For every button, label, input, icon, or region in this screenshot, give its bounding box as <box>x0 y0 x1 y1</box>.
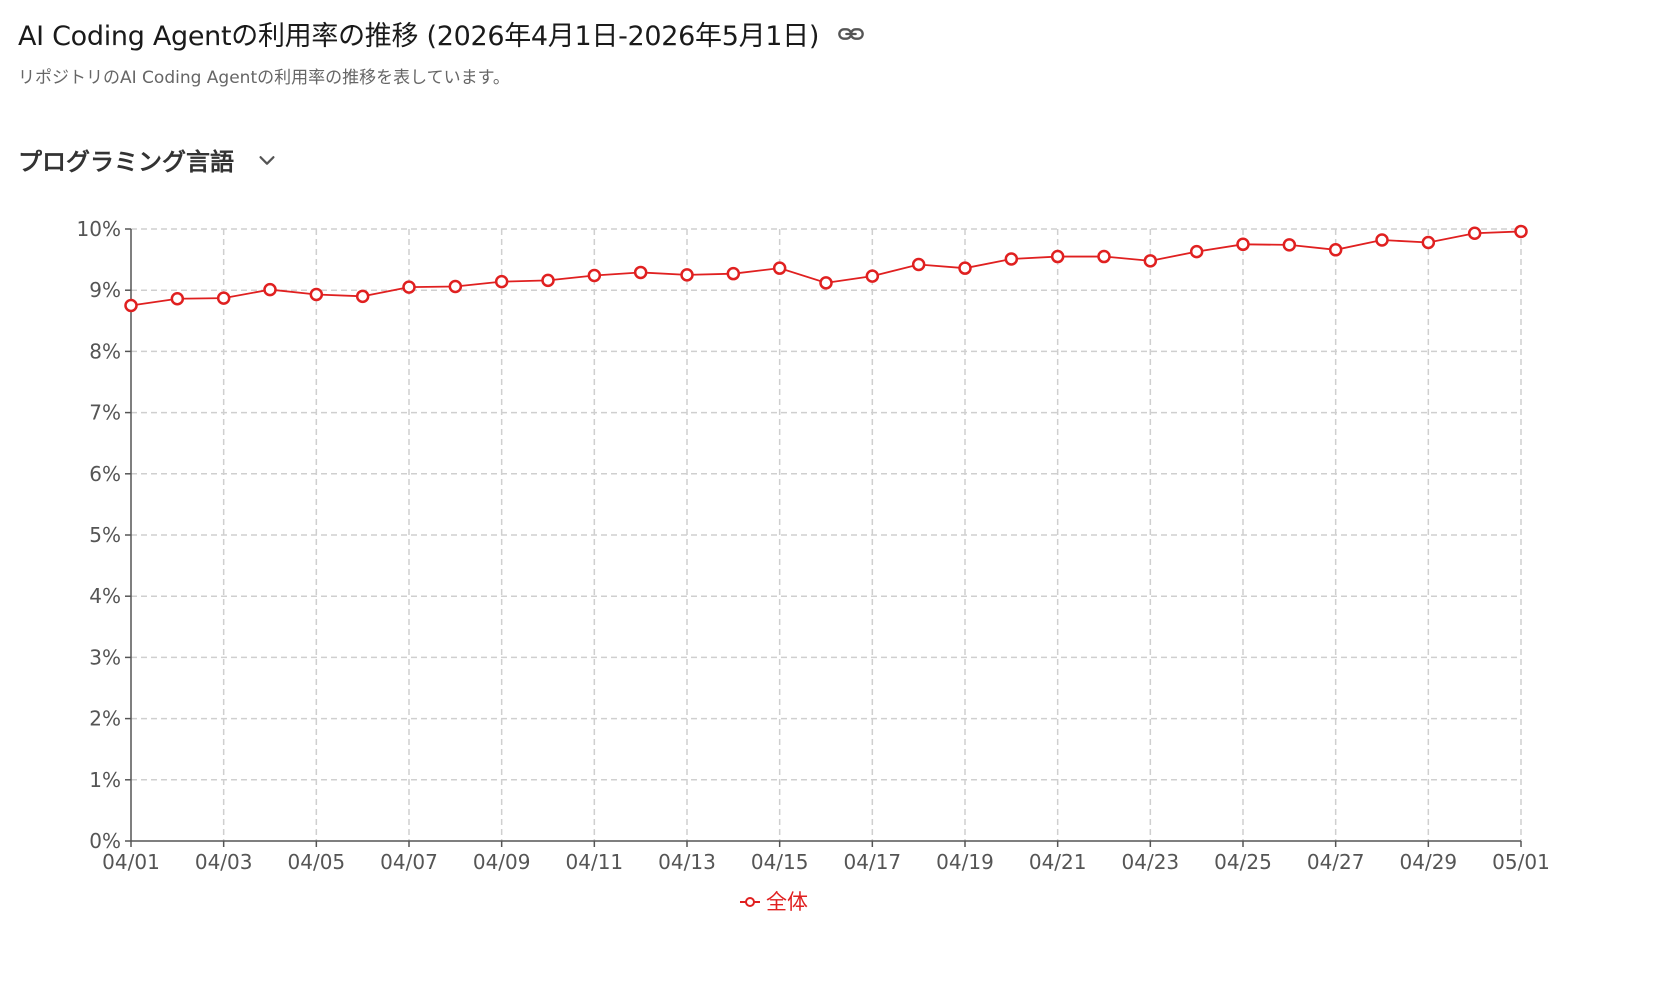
x-tick-label: 04/25 <box>1214 850 1272 874</box>
grid <box>131 228 1522 841</box>
data-point[interactable] <box>587 268 602 283</box>
y-tick-label: 0% <box>89 829 121 853</box>
data-point[interactable] <box>1328 243 1343 257</box>
data-point[interactable] <box>680 268 694 282</box>
title-row: AI Coding Agentの利用率の推移 (2026年4月1日-2026年5… <box>18 14 865 53</box>
data-point[interactable] <box>1375 233 1389 247</box>
data-point[interactable] <box>402 280 416 294</box>
data-point[interactable] <box>1143 254 1158 268</box>
series-line <box>130 230 1522 307</box>
x-tick-label: 04/21 <box>1029 850 1087 874</box>
x-tick-label: 04/03 <box>195 850 253 874</box>
y-tick-label: 4% <box>89 584 121 608</box>
x-tick-label: 04/27 <box>1307 850 1365 874</box>
data-point[interactable] <box>216 291 231 305</box>
legend-point-marker <box>745 897 755 907</box>
data-point[interactable] <box>819 276 833 290</box>
x-tick-label: 04/15 <box>751 850 809 874</box>
x-tick-label: 04/19 <box>936 850 994 874</box>
y-tick-label: 2% <box>89 707 121 731</box>
series <box>124 224 1528 313</box>
y-tick-label: 5% <box>89 523 121 547</box>
y-tick-label: 9% <box>89 278 121 302</box>
data-point[interactable] <box>633 265 648 280</box>
y-tick-label: 1% <box>89 768 121 792</box>
page-subtitle: リポジトリのAI Coding Agentの利用率の推移を表しています。 <box>18 68 510 88</box>
data-point[interactable] <box>1282 238 1297 252</box>
data-point[interactable] <box>124 298 138 313</box>
data-point[interactable] <box>1097 249 1111 264</box>
data-point[interactable] <box>170 292 185 306</box>
data-point[interactable] <box>355 289 370 304</box>
language-selector-label: プログラミング言語 <box>18 148 234 176</box>
data-point[interactable] <box>309 287 324 302</box>
data-point[interactable] <box>772 261 787 275</box>
chart-header: AI Coding Agentの利用率の推移 (2026年4月1日-2026年5… <box>18 14 865 88</box>
language-selector[interactable]: プログラミング言語 <box>18 142 278 177</box>
link-icon[interactable] <box>837 20 865 48</box>
data-point[interactable] <box>958 261 972 275</box>
data-point[interactable] <box>494 274 509 289</box>
axes: 0% 1% 2% 3% 4% 5% 6% 7% 8% 9% 10% 04/01 04/03 04/05 04… <box>77 217 1550 874</box>
data-point[interactable] <box>1236 237 1250 252</box>
chevron-down-icon <box>256 149 278 171</box>
page-title: AI Coding Agentの利用率の推移 (2026年4月1日-2026年5… <box>18 21 820 52</box>
data-point[interactable] <box>726 266 741 281</box>
x-tick-label: 04/17 <box>844 850 902 874</box>
x-tick-label: 04/07 <box>380 850 438 874</box>
data-point[interactable] <box>1421 235 1436 250</box>
data-point[interactable] <box>865 269 880 283</box>
data-point[interactable] <box>448 279 463 294</box>
x-tick-label: 04/13 <box>658 850 716 874</box>
x-tick-label: 05/01 <box>1492 850 1550 874</box>
data-point[interactable] <box>263 282 277 297</box>
x-tick-label: 04/11 <box>566 850 624 874</box>
y-tick-label: 6% <box>89 462 121 486</box>
data-point[interactable] <box>1004 252 1019 266</box>
legend-label[interactable]: 全体 <box>766 890 808 914</box>
data-point[interactable] <box>911 257 926 272</box>
legend[interactable]: 全体 <box>740 890 808 914</box>
y-tick-label: 8% <box>89 339 121 363</box>
data-point[interactable] <box>1189 244 1204 259</box>
x-tick-label: 04/05 <box>288 850 346 874</box>
x-tick-label: 04/29 <box>1400 850 1458 874</box>
x-tick-label: 04/01 <box>102 850 160 874</box>
x-tick-label: 04/09 <box>473 850 531 874</box>
data-point[interactable] <box>1514 224 1528 239</box>
y-tick-label: 7% <box>89 401 121 425</box>
data-point[interactable] <box>1467 226 1482 241</box>
y-tick-label: 3% <box>89 645 121 669</box>
y-tick-label: 10% <box>77 217 121 241</box>
x-tick-label: 04/23 <box>1122 850 1180 874</box>
data-point[interactable] <box>1050 249 1065 264</box>
data-point[interactable] <box>541 273 555 288</box>
